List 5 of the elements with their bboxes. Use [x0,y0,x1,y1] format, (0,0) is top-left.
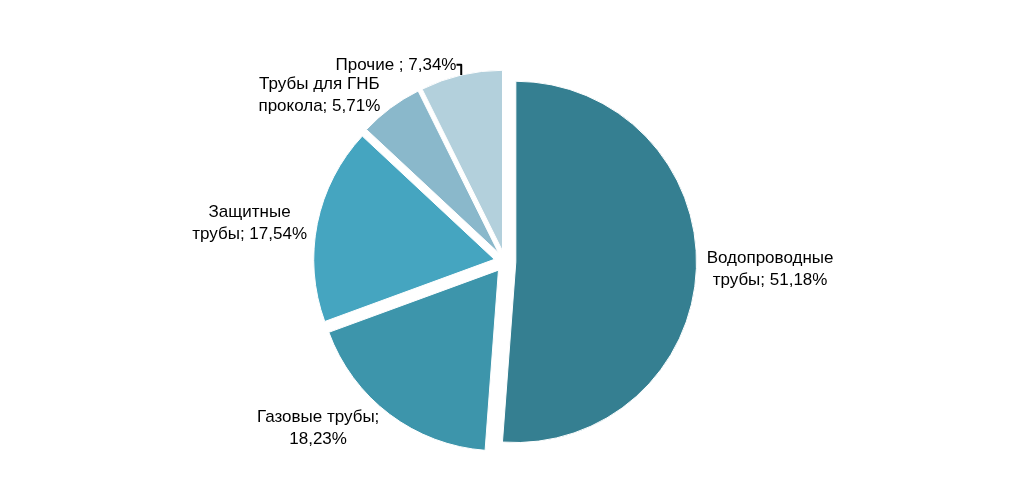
slice-label: Трубы для ГНБ прокола; 5,71% [258,74,381,116]
slice-label: Защитные трубы; 17,54% [192,202,308,244]
slice-label: Прочие ; 7,34% [335,55,457,75]
slice-label: Водопроводные трубы; 51,18% [706,248,834,290]
slice-label: Газовые трубы; 18,23% [256,406,380,448]
